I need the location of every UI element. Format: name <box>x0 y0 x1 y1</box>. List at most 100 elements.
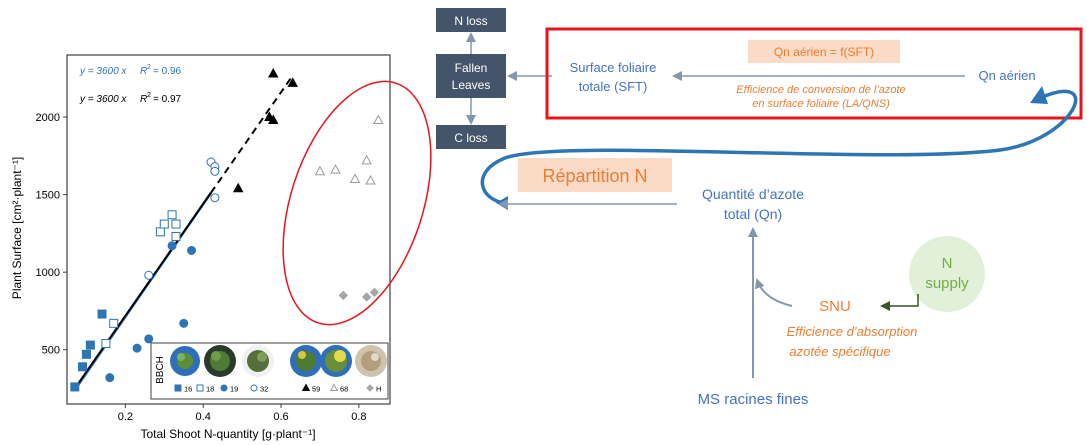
point-bbch-18 <box>101 339 111 349</box>
arrow-supply-to-snu <box>880 294 919 311</box>
blue-fit-r2-label: R <box>140 66 147 77</box>
formula-label: Qn aérien = f(SFT) <box>774 45 874 59</box>
point-bbch-32 <box>210 166 220 176</box>
fit-line-dashed <box>210 74 294 194</box>
surface-foliaire-line2: totale (SFT) <box>579 79 648 94</box>
blue-fit-r2-value: = 0.96 <box>153 66 182 77</box>
point-bbch-19 <box>167 241 177 251</box>
point-bbch-18 <box>171 231 181 241</box>
x-tick-label: 0.8 <box>351 411 366 423</box>
legend-entries: 16 18 19 32 59 68 H <box>174 383 381 394</box>
efficience-absorption-line2: azotée spécifique <box>789 344 890 359</box>
point-bbch-68 <box>361 154 372 165</box>
quantite-azote-line2: total (Qn) <box>724 206 782 222</box>
repartition-label: Répartition N <box>542 166 647 186</box>
y-tick-label: 1500 <box>36 190 60 202</box>
x-axis-label: Total Shoot N-quantity [g·plant⁻¹] <box>140 427 315 441</box>
point-bbch-19 <box>187 245 197 255</box>
x-tick-label: 0.2 <box>118 411 133 423</box>
fit-lines <box>73 74 294 391</box>
repartition-arrow-head-top <box>1030 86 1048 104</box>
n-loss-box: N loss <box>436 8 506 32</box>
qn-aerien-label: Qn aérien <box>978 68 1035 83</box>
point-bbch-19 <box>179 318 189 328</box>
plot-frame <box>66 54 391 405</box>
efficience-conversion-line2: en surface foliaire (LA/QNS) <box>752 98 890 110</box>
x-tick-label: 0.4 <box>196 411 211 423</box>
legend-label-H: H <box>376 385 381 394</box>
point-bbch-18 <box>171 219 181 229</box>
n-loss-label: N loss <box>454 14 487 28</box>
point-bbch-19 <box>132 343 142 353</box>
plant-photo-harvest <box>355 345 387 377</box>
point-bbch-18 <box>155 227 165 237</box>
scatter-chart: 0.2 0.4 0.6 0.8 500 1000 1500 2000 Total Shoot… <box>10 54 432 441</box>
plant-photo-68 <box>320 345 352 377</box>
formula-box <box>748 40 900 63</box>
c-loss-label: C loss <box>454 131 487 145</box>
point-bbch-68 <box>314 165 326 176</box>
fallen-leaves-line1: Fallen <box>455 61 488 75</box>
plant-photo-59 <box>290 345 322 377</box>
legend-label-68: 68 <box>340 385 348 394</box>
legend-marker-16 <box>174 384 182 392</box>
n-supply-line2: supply <box>925 275 969 292</box>
point-bbch-59 <box>268 114 279 125</box>
legend-label-18: 18 <box>206 385 214 394</box>
blue-fit-equation: y = 3600 x <box>79 66 127 77</box>
legend-marker-32 <box>250 384 258 392</box>
point-bbch-16 <box>78 362 88 372</box>
legend-title: BBCH <box>155 356 166 384</box>
y-tick-label: 500 <box>42 345 60 357</box>
highlight-ellipse <box>282 80 432 326</box>
point-bbch-19 <box>144 334 154 344</box>
point-bbch-68 <box>330 164 341 174</box>
data-points <box>70 67 384 392</box>
black-fit-r2-exp: 2 <box>147 92 151 99</box>
point-bbch-19 <box>105 373 115 383</box>
point-bbch-59 <box>268 67 279 78</box>
leaf-module-frame <box>545 27 1083 120</box>
point-bbch-32 <box>210 193 220 203</box>
n-supply-line1: N <box>942 255 953 272</box>
legend-marker-H <box>366 384 374 392</box>
point-bbch-68 <box>373 114 384 125</box>
black-fit-equation: y = 3600 x <box>79 94 127 105</box>
y-axis: 500 1000 1500 2000 <box>36 112 67 357</box>
efficience-absorption-line1: Efficience d’absorption <box>787 324 918 339</box>
x-axis: 0.2 0.4 0.6 0.8 <box>118 404 367 423</box>
point-bbch-H <box>361 292 372 302</box>
black-fit-r2-value: = 0.97 <box>153 94 182 105</box>
legend-marker-68 <box>329 383 339 392</box>
repartition-arrow-head-bottom <box>496 196 508 210</box>
point-bbch-32 <box>144 270 154 280</box>
repartition-box <box>518 158 672 192</box>
x-tick-label: 0.6 <box>273 411 288 423</box>
point-bbch-18 <box>109 318 119 328</box>
point-bbch-16 <box>81 349 91 359</box>
blue-fit-r2-exp: 2 <box>147 64 151 71</box>
plant-photo-16 <box>170 346 200 376</box>
c-loss-box: C loss <box>436 125 506 149</box>
y-axis-label: Plant Surface [cm²·plant⁻¹] <box>10 157 24 299</box>
point-bbch-68 <box>365 175 376 185</box>
fallen-leaves-box: Fallen Leaves <box>436 54 506 98</box>
fit-line-solid <box>73 192 212 390</box>
point-bbch-16 <box>97 309 107 319</box>
snu-label: SNU <box>819 298 851 315</box>
legend-label-32: 32 <box>260 385 268 394</box>
point-bbch-18 <box>159 219 169 229</box>
plant-photo-32 <box>242 345 274 377</box>
repartition-loop-arrow <box>480 89 1078 205</box>
fallen-leaves-line2: Leaves <box>452 78 491 92</box>
point-bbch-16 <box>70 382 80 392</box>
arrow-snu-to-stem <box>754 278 793 307</box>
efficience-conversion-line1: Efficience de conversion de l’azote <box>736 84 905 96</box>
n-supply-circle <box>909 236 985 312</box>
y-tick-label: 1000 <box>36 267 60 279</box>
point-bbch-H <box>338 290 349 301</box>
legend-label-16: 16 <box>184 385 192 394</box>
ms-racines-label: MS racines fines <box>698 391 809 408</box>
point-bbch-18 <box>167 210 177 220</box>
